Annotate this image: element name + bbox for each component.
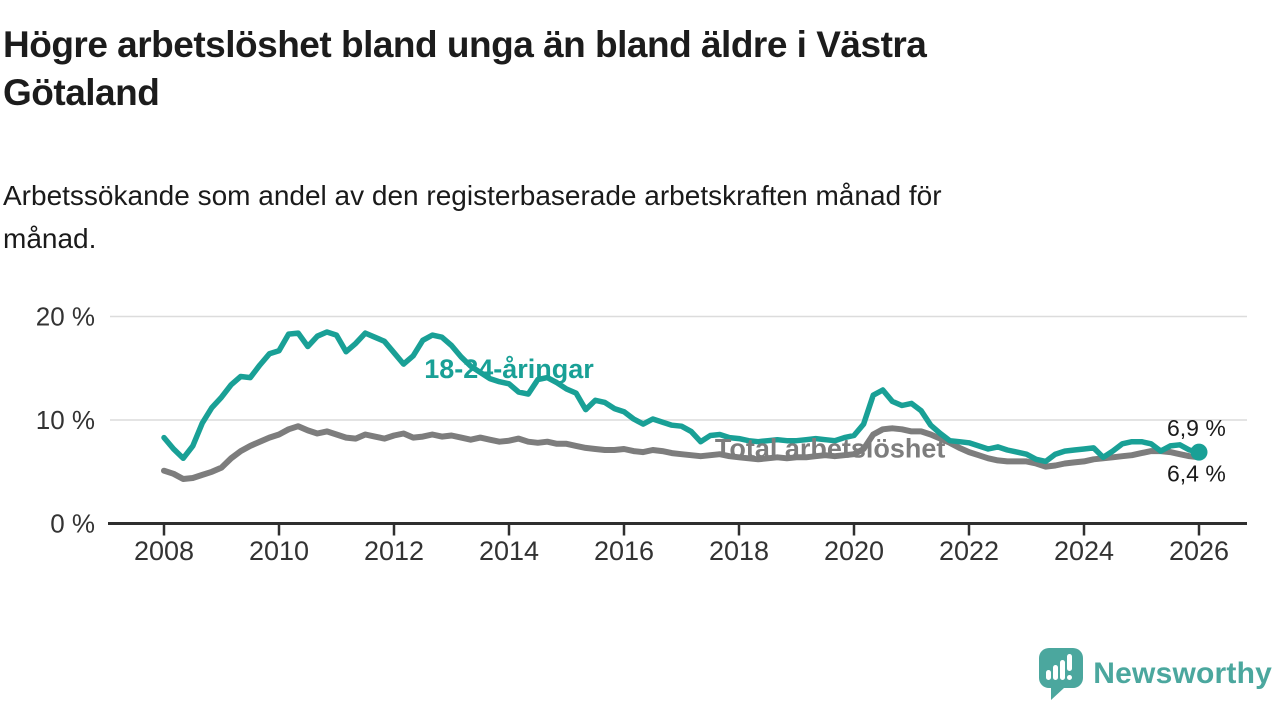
series-label-total: Total arbetslöshet — [715, 433, 946, 463]
series-line-youth — [161, 329, 1202, 465]
x-tick-label: 2014 — [479, 536, 539, 566]
x-tick-label: 2022 — [939, 536, 999, 566]
x-tick-label: 2018 — [709, 536, 769, 566]
x-tick-label: 2020 — [824, 536, 884, 566]
end-dot-youth — [1190, 443, 1208, 461]
x-tick-label: 2016 — [594, 536, 654, 566]
x-tick-label: 2008 — [134, 536, 194, 566]
x-tick-label: 2010 — [249, 536, 309, 566]
newsworthy-logo-text: Newsworthy — [1093, 657, 1272, 690]
chart-subtitle-line-1: Arbetssökande som andel av den registerb… — [3, 180, 942, 211]
chart-title-line-1: Högre arbetslöshet bland unga än bland ä… — [3, 24, 927, 65]
y-tick-label: 0 % — [50, 509, 95, 539]
x-tick-label: 2024 — [1054, 536, 1114, 566]
x-tick-label: 2012 — [364, 536, 424, 566]
x-tick-label: 2026 — [1169, 536, 1229, 566]
chart-title-line-2: Götaland — [3, 72, 160, 113]
chart-title: Högre arbetslöshet bland unga än bland ä… — [3, 21, 927, 117]
series-label-youth: 18-24-åringar — [424, 354, 594, 384]
y-tick-label: 10 % — [36, 405, 95, 435]
bar-chart-speech-bubble-icon — [1039, 648, 1084, 700]
y-tick-label: 20 % — [36, 302, 95, 332]
series-line-total — [161, 423, 1202, 482]
end-label-youth: 6,9 % — [1167, 415, 1226, 441]
chart-subtitle-line-2: månad. — [3, 223, 97, 254]
chart-subtitle: Arbetssökande som andel av den registerb… — [3, 174, 942, 260]
end-label-total: 6,4 % — [1167, 460, 1226, 486]
newsworthy-logo: Newsworthy — [1039, 648, 1272, 700]
